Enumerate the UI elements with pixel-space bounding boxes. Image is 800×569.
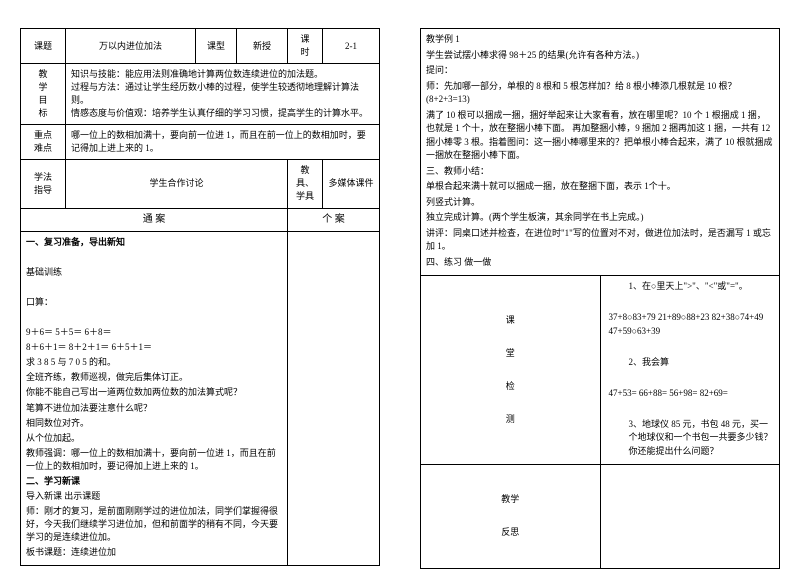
row-xuefa: 学法 指导 学生合作讨论 教具、 学具 多媒体课件	[21, 160, 380, 208]
fansi-content	[600, 465, 780, 569]
row-title: 课题 万以内进位加法 课型 新授 课 时 2-1	[21, 29, 380, 64]
label-jiance: 课 堂 检 测	[421, 276, 601, 465]
jiance-content: 1、在○里天上">"、"<"或"="。 37+8○83+79 21+89○88+…	[600, 276, 780, 465]
value-keshi: 2-1	[323, 29, 380, 64]
gean-main-content: 一、复习准备，导出新知 基础训练 口算： 9＋6＝ 5＋5＝ 6＋8＝ 8＋6＋…	[21, 232, 288, 566]
row-fansi: 教学 反思	[421, 465, 780, 569]
value-objectives: 知识与技能：能应用法则准确地计算两位数连续进位的加法题。 过程与方法：通过让学生…	[66, 64, 380, 125]
lesson-plan-table-left: 课题 万以内进位加法 课型 新授 课 时 2-1 教 学 目 标	[20, 28, 380, 566]
row-key-difficult: 重点 难点 哪一位上的数相加满十，要向前一位进 1，而且在前一位上的数相加时，要…	[21, 125, 380, 160]
label-keti: 课题	[21, 29, 66, 64]
row-tongan-header: 通 案 个 案	[21, 208, 380, 232]
label-tongan: 通 案	[21, 208, 288, 232]
lesson-plan-table-right: 教学例 1 学生尝试摆小棒求得 98＋25 的结果(允许有各种方法。) 提问： …	[420, 28, 780, 569]
row-continuation: 教学例 1 学生尝试摆小棒求得 98＋25 的结果(允许有各种方法。) 提问： …	[421, 29, 780, 276]
label-kexing: 课型	[196, 29, 237, 64]
label-jiaoju: 教具、 学具	[288, 160, 323, 208]
right-page: 教学例 1 学生尝试摆小棒求得 98＋25 的结果(允许有各种方法。) 提问： …	[400, 0, 800, 565]
continuation-content: 教学例 1 学生尝试摆小棒求得 98＋25 的结果(允许有各种方法。) 提问： …	[421, 29, 780, 276]
label-objectives: 教 学 目 标	[21, 64, 66, 125]
label-fansi: 教学 反思	[421, 465, 601, 569]
row-objectives: 教 学 目 标 知识与技能：能应用法则准确地计算两位数连续进位的加法题。 过程与…	[21, 64, 380, 125]
label-key-difficult: 重点 难点	[21, 125, 66, 160]
label-keshi: 课 时	[288, 29, 323, 64]
document-spread: 课题 万以内进位加法 课型 新授 课 时 2-1 教 学 目 标	[0, 0, 800, 565]
label-xuefa: 学法 指导	[21, 160, 66, 208]
left-page: 课题 万以内进位加法 课型 新授 课 时 2-1 教 学 目 标	[0, 0, 400, 565]
value-title: 万以内进位加法	[66, 29, 196, 64]
label-gean: 个 案	[288, 208, 380, 232]
row-gean-content: 一、复习准备，导出新知 基础训练 口算： 9＋6＝ 5＋5＝ 6＋8＝ 8＋6＋…	[21, 232, 380, 566]
value-key-difficult: 哪一位上的数相加满十，要向前一位进 1，而且在前一位上的数相加时，要记得加上进上…	[66, 125, 380, 160]
value-jiaoju: 多媒体课件	[323, 160, 380, 208]
value-xuefa: 学生合作讨论	[66, 160, 288, 208]
row-jiance: 课 堂 检 测 1、在○里天上">"、"<"或"="。 37+8○83+79 2…	[421, 276, 780, 465]
value-kexing: 新授	[237, 29, 288, 64]
gean-side-content	[288, 232, 380, 566]
